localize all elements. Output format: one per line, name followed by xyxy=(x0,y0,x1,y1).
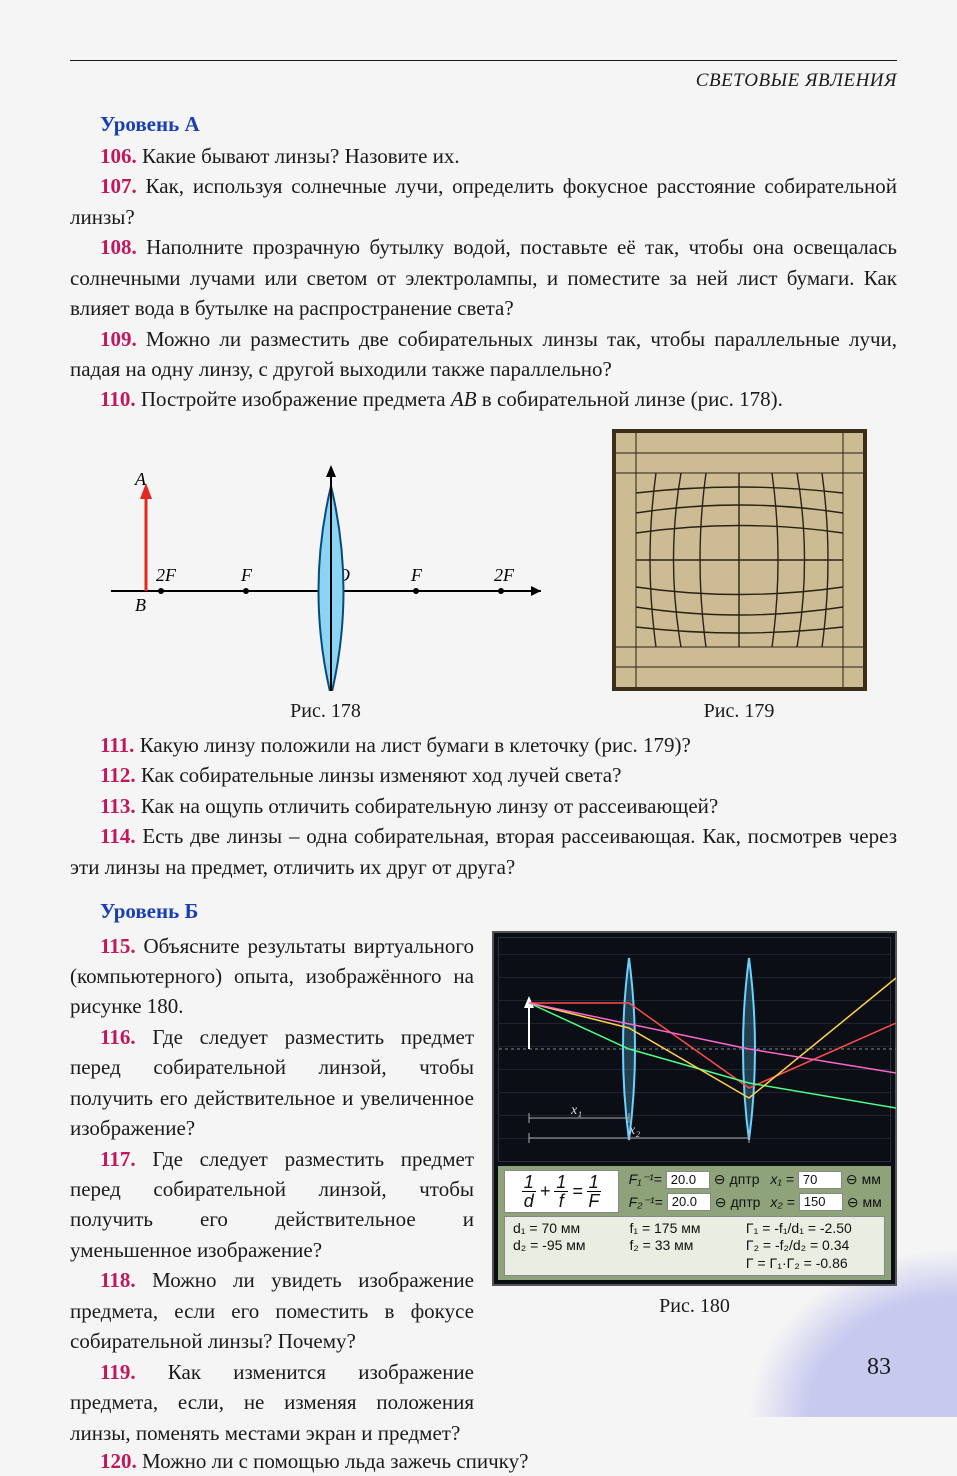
q111: 111. Какую линзу положили на лист бумаги… xyxy=(70,730,897,760)
qnum-117: 117. xyxy=(100,1147,136,1171)
q113: 113. Как на ощупь отличить собирательную… xyxy=(70,791,897,821)
q110-text-prefix: Постройте изображение предмета xyxy=(136,387,451,411)
qnum-107: 107. xyxy=(100,174,137,198)
q118: 118. Можно ли увидеть изображение предме… xyxy=(70,1265,474,1356)
ctrl-F2-unit: дптр xyxy=(730,1194,760,1212)
res-G2: Γ₂ = -f₂/d₂ = 0.34 xyxy=(746,1237,876,1255)
ctrl-formula: 1d + 1f = 1F xyxy=(504,1170,619,1213)
q115: 115. Объясните результаты виртуального (… xyxy=(70,931,474,1022)
level-b-heading: Уровень Б xyxy=(100,896,897,926)
qnum-111: 111. xyxy=(100,733,134,757)
q120-text: Можно ли с помощью льда зажечь спичку? xyxy=(137,1449,529,1473)
fig180-svg: x₁ x₂ xyxy=(499,938,896,1161)
qnum-109: 109. xyxy=(100,327,137,351)
col-left: 115. Объясните результаты виртуального (… xyxy=(70,931,474,1448)
fig180-x1-label: x₁ xyxy=(570,1103,582,1118)
qnum-114: 114. xyxy=(100,824,136,848)
two-column-section: 115. Объясните результаты виртуального (… xyxy=(70,931,897,1448)
q110: 110. Постройте изображение предмета AB в… xyxy=(70,384,897,414)
q114-text: Есть две линзы – одна собирательная, вто… xyxy=(70,824,897,878)
figure-row-178-179: 2F F O F 2F A B Рис. 178 xyxy=(70,429,897,726)
ctrl-F1-val: 20.0 xyxy=(666,1171,710,1189)
ctrl-F1-label: F₁⁻¹= xyxy=(629,1171,662,1189)
res-d1: d₁ = 70 мм xyxy=(513,1220,621,1238)
q109-text: Можно ли разместить две собирательных ли… xyxy=(70,327,897,381)
figure-180: x₁ x₂ F₁⁻¹=20.0⊖дптр x₁ =70⊖мм 1d + 1f xyxy=(492,931,897,1287)
qnum-120: 120. xyxy=(100,1449,137,1473)
qnum-118: 118. xyxy=(100,1268,136,1292)
fig178-F-left: F xyxy=(240,565,253,585)
fig179-caption: Рис. 179 xyxy=(612,697,867,726)
q116: 116. Где следует разместить предмет пере… xyxy=(70,1022,474,1144)
q112-text: Как собирательные линзы изменяют ход луч… xyxy=(136,763,622,787)
q117: 117. Где следует разместить предмет пере… xyxy=(70,1144,474,1266)
q106: 106. Какие бывают линзы? Назовите их. xyxy=(70,141,897,171)
fig178-svg: 2F F O F 2F A B xyxy=(101,451,551,691)
ctrl-x2-unit: мм xyxy=(863,1194,882,1212)
q120: 120. Можно ли с помощью льда зажечь спич… xyxy=(70,1446,897,1476)
q107-text: Как, используя солнечные лучи, определит… xyxy=(70,174,897,228)
q119: 119. Как изменится изображение предмета,… xyxy=(70,1357,474,1448)
fig178-2F-right: 2F xyxy=(494,565,515,585)
fig180-sim-area: x₁ x₂ xyxy=(498,937,891,1162)
q106-text: Какие бывают линзы? Назовите их. xyxy=(137,144,460,168)
res-f2: f₂ = 33 мм xyxy=(629,1237,737,1255)
running-head: СВЕТОВЫЕ ЯВЛЕНИЯ xyxy=(70,67,897,95)
ctrl-x1-val: 70 xyxy=(798,1171,842,1189)
qnum-116: 116. xyxy=(100,1025,136,1049)
qnum-110: 110. xyxy=(100,387,136,411)
qnum-106: 106. xyxy=(100,144,137,168)
fig180-results: d₁ = 70 мм f₁ = 175 мм Γ₁ = -f₁/d₁ = -2.… xyxy=(504,1216,885,1277)
ctrl-F2-label: F₂⁻¹= xyxy=(629,1194,663,1212)
q110-text-suffix: в собирательной линзе (рис. 178). xyxy=(477,387,783,411)
q112: 112. Как собирательные линзы изменяют хо… xyxy=(70,760,897,790)
res-f1: f₁ = 175 мм xyxy=(629,1220,737,1238)
qnum-115: 115. xyxy=(100,934,136,958)
q108-text: Наполните прозрачную бутылку водой, пост… xyxy=(70,235,897,320)
qnum-113: 113. xyxy=(100,794,136,818)
q108: 108. Наполните прозрачную бутылку водой,… xyxy=(70,232,897,323)
q113-text: Как на ощупь отличить собирательную линз… xyxy=(136,794,719,818)
page-content: СВЕТОВЫЕ ЯВЛЕНИЯ Уровень А 106. Какие бы… xyxy=(0,0,957,1417)
fig180-controls: F₁⁻¹=20.0⊖дптр x₁ =70⊖мм 1d + 1f = 1F F₂ xyxy=(498,1166,891,1281)
ctrl-x2-label: x₂ = xyxy=(770,1194,794,1212)
fig178-F-right: F xyxy=(410,565,423,585)
qnum-112: 112. xyxy=(100,763,136,787)
ctrl-x1-label: x₁ = xyxy=(770,1171,793,1189)
q110-ab: AB xyxy=(451,387,477,411)
figure-179: Рис. 179 xyxy=(612,429,867,726)
ctrl-x2-val: 150 xyxy=(799,1193,843,1211)
fig179-svg xyxy=(616,433,863,687)
qnum-119: 119. xyxy=(100,1360,136,1384)
q114: 114. Есть две линзы – одна собирательная… xyxy=(70,821,897,882)
res-G1: Γ₁ = -f₁/d₁ = -2.50 xyxy=(746,1220,876,1238)
fig178-2F-left: 2F xyxy=(156,565,177,585)
ctrl-F2-val: 20.0 xyxy=(667,1193,711,1211)
res-d2: d₂ = -95 мм xyxy=(513,1237,621,1255)
level-a-heading: Уровень А xyxy=(100,109,897,139)
q107: 107. Как, используя солнечные лучи, опре… xyxy=(70,171,897,232)
ctrl-x1-unit: мм xyxy=(862,1171,881,1189)
ctrl-F1-unit: дптр xyxy=(730,1171,760,1189)
col-right: x₁ x₂ F₁⁻¹=20.0⊖дптр x₁ =70⊖мм 1d + 1f xyxy=(492,931,897,1322)
fig180-x2-label: x₂ xyxy=(628,1123,640,1138)
page-number: 83 xyxy=(867,1350,891,1385)
q109: 109. Можно ли разместить две собирательн… xyxy=(70,324,897,385)
fig180-caption: Рис. 180 xyxy=(492,1292,897,1321)
q111-text: Какую линзу положили на лист бумаги в кл… xyxy=(134,733,690,757)
fig179-box xyxy=(612,429,867,691)
header-rule xyxy=(70,60,897,61)
fig178-caption: Рис. 178 xyxy=(101,697,551,726)
fig178-A: A xyxy=(134,469,147,489)
res-G: Γ = Γ₁·Γ₂ = -0.86 xyxy=(746,1255,876,1273)
fig178-B: B xyxy=(135,595,146,615)
figure-178: 2F F O F 2F A B Рис. 178 xyxy=(101,451,551,726)
qnum-108: 108. xyxy=(100,235,137,259)
